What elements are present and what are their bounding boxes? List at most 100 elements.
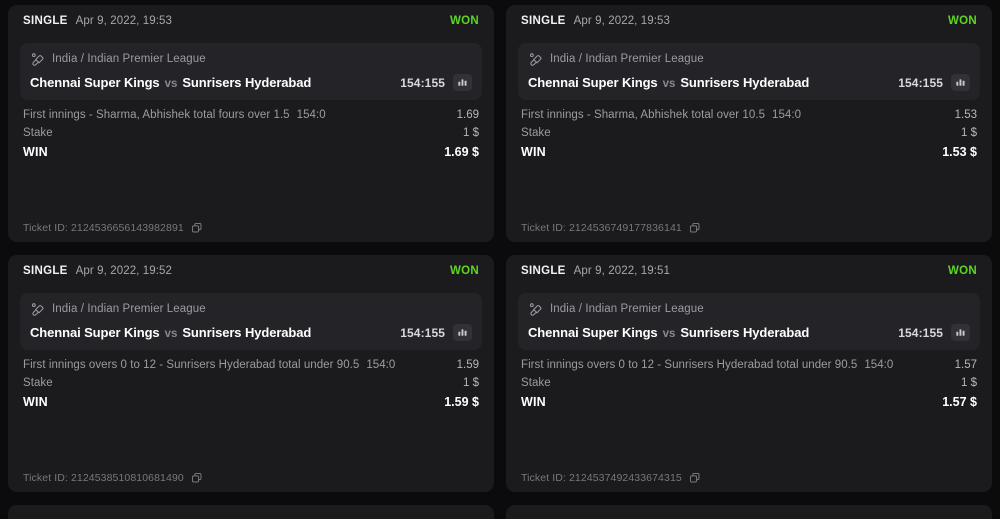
- status-badge: WON: [449, 15, 479, 27]
- stake-line: Stake 1 $: [521, 127, 977, 139]
- stake-line: Stake 1 $: [23, 377, 479, 389]
- stake-label: Stake: [23, 377, 53, 389]
- match-panel[interactable]: India / Indian Premier League Chennai Su…: [20, 293, 482, 350]
- selection-odds: 1.57: [954, 359, 977, 371]
- selection-score: 154:0: [296, 109, 326, 121]
- team-away: Sunrisers Hyderabad: [182, 75, 312, 90]
- win-label: WIN: [521, 395, 546, 409]
- win-label: WIN: [23, 145, 48, 159]
- bet-card-footer: Ticket ID: 2124536656143982891: [20, 214, 482, 242]
- bet-card-header: SINGLE Apr 9, 2022, 19:53 WON: [518, 15, 980, 37]
- bet-card-footer: Ticket ID: 2124536749177836141: [518, 214, 980, 242]
- match-teams: Chennai Super Kings vs Sunrisers Hyderab…: [30, 325, 311, 340]
- win-value: 1.59 $: [444, 395, 479, 409]
- copy-icon[interactable]: [689, 222, 702, 235]
- selection-score: 154:0: [366, 359, 396, 371]
- selection-text: First innings - Sharma, Abhishek total o…: [521, 109, 766, 121]
- league-name: India / Indian Premier League: [52, 303, 206, 315]
- win-line: WIN 1.59 $: [23, 395, 479, 409]
- bet-card-footer: Ticket ID: 2124537492433674315: [518, 464, 980, 492]
- vs-label: vs: [659, 328, 679, 340]
- bet-card-4[interactable]: SINGLE Apr 9, 2022, 19:51 WON India / In…: [506, 255, 992, 492]
- vs-label: vs: [161, 78, 181, 90]
- team-home: Chennai Super Kings: [528, 325, 658, 340]
- win-value: 1.69 $: [444, 145, 479, 159]
- teams-row: Chennai Super Kings vs Sunrisers Hyderab…: [528, 74, 970, 91]
- ticket-id: Ticket ID: 2124537492433674315: [521, 472, 682, 484]
- bet-date: Apr 9, 2022, 19:53: [75, 15, 173, 27]
- ticket-id: Ticket ID: 2124536656143982891: [23, 222, 184, 234]
- bet-type-label: SINGLE: [521, 15, 566, 27]
- bar-chart-icon[interactable]: [453, 324, 472, 341]
- win-value: 1.57 $: [942, 395, 977, 409]
- match-panel[interactable]: India / Indian Premier League Chennai Su…: [518, 293, 980, 350]
- selection-label: First innings - Sharma, Abhishek total o…: [521, 109, 801, 121]
- bet-card-2[interactable]: SINGLE Apr 9, 2022, 19:53 WON India / In…: [506, 5, 992, 242]
- vs-label: vs: [659, 78, 679, 90]
- bet-lines: First innings - Sharma, Abhishek total o…: [518, 109, 980, 165]
- league-row: India / Indian Premier League: [30, 301, 472, 317]
- match-score: 154:155: [400, 75, 445, 90]
- cricket-bat-ball-icon: [528, 52, 543, 67]
- cricket-bat-ball-icon: [30, 302, 45, 317]
- copy-icon[interactable]: [689, 472, 702, 485]
- status-badge: WON: [947, 15, 977, 27]
- match-panel[interactable]: India / Indian Premier League Chennai Su…: [518, 43, 980, 100]
- league-row: India / Indian Premier League: [528, 301, 970, 317]
- vs-label: vs: [161, 328, 181, 340]
- bet-type-label: SINGLE: [521, 265, 566, 277]
- bet-date: Apr 9, 2022, 19:53: [573, 15, 671, 27]
- win-label: WIN: [521, 145, 546, 159]
- selection-line: First innings overs 0 to 12 - Sunrisers …: [23, 359, 479, 371]
- selection-label: First innings - Sharma, Abhishek total f…: [23, 109, 326, 121]
- bet-card-header: SINGLE Apr 9, 2022, 19:52 WON: [20, 265, 482, 287]
- bet-card-partial-2[interactable]: [506, 505, 992, 519]
- bet-card-1[interactable]: SINGLE Apr 9, 2022, 19:53 WON India / In…: [8, 5, 494, 242]
- stake-line: Stake 1 $: [521, 377, 977, 389]
- team-away: Sunrisers Hyderabad: [680, 75, 810, 90]
- selection-odds: 1.69: [456, 109, 479, 121]
- selection-text: First innings overs 0 to 12 - Sunrisers …: [521, 359, 858, 371]
- selection-text: First innings - Sharma, Abhishek total f…: [23, 109, 290, 121]
- bet-card-header: SINGLE Apr 9, 2022, 19:53 WON: [20, 15, 482, 37]
- bet-lines: First innings - Sharma, Abhishek total f…: [20, 109, 482, 165]
- bet-card-header: SINGLE Apr 9, 2022, 19:51 WON: [518, 265, 980, 287]
- selection-score: 154:0: [772, 109, 802, 121]
- league-name: India / Indian Premier League: [550, 303, 704, 315]
- match-teams: Chennai Super Kings vs Sunrisers Hyderab…: [528, 325, 809, 340]
- stake-line: Stake 1 $: [23, 127, 479, 139]
- win-value: 1.53 $: [942, 145, 977, 159]
- bet-date: Apr 9, 2022, 19:51: [573, 265, 671, 277]
- status-badge: WON: [449, 265, 479, 277]
- team-away: Sunrisers Hyderabad: [680, 325, 810, 340]
- bet-lines: First innings overs 0 to 12 - Sunrisers …: [20, 359, 482, 415]
- bet-type-label: SINGLE: [23, 265, 68, 277]
- ticket-id: Ticket ID: 2124536749177836141: [521, 222, 682, 234]
- bet-card-3[interactable]: SINGLE Apr 9, 2022, 19:52 WON India / In…: [8, 255, 494, 492]
- match-teams: Chennai Super Kings vs Sunrisers Hyderab…: [30, 75, 311, 90]
- team-home: Chennai Super Kings: [30, 75, 160, 90]
- bar-chart-icon[interactable]: [453, 74, 472, 91]
- league-name: India / Indian Premier League: [52, 53, 206, 65]
- league-row: India / Indian Premier League: [30, 51, 472, 67]
- match-panel[interactable]: India / Indian Premier League Chennai Su…: [20, 43, 482, 100]
- selection-odds: 1.53: [954, 109, 977, 121]
- copy-icon[interactable]: [191, 472, 204, 485]
- stake-label: Stake: [23, 127, 53, 139]
- match-teams: Chennai Super Kings vs Sunrisers Hyderab…: [528, 75, 809, 90]
- copy-icon[interactable]: [191, 222, 204, 235]
- bar-chart-icon[interactable]: [951, 74, 970, 91]
- stake-value: 1 $: [961, 377, 977, 389]
- stake-label: Stake: [521, 377, 551, 389]
- match-score: 154:155: [400, 325, 445, 340]
- bet-date: Apr 9, 2022, 19:52: [75, 265, 173, 277]
- bet-lines: First innings overs 0 to 12 - Sunrisers …: [518, 359, 980, 415]
- status-badge: WON: [947, 265, 977, 277]
- selection-line: First innings - Sharma, Abhishek total o…: [521, 109, 977, 121]
- cricket-bat-ball-icon: [528, 302, 543, 317]
- win-line: WIN 1.69 $: [23, 145, 479, 159]
- league-name: India / Indian Premier League: [550, 53, 704, 65]
- bar-chart-icon[interactable]: [951, 324, 970, 341]
- bet-card-partial-1[interactable]: [8, 505, 494, 519]
